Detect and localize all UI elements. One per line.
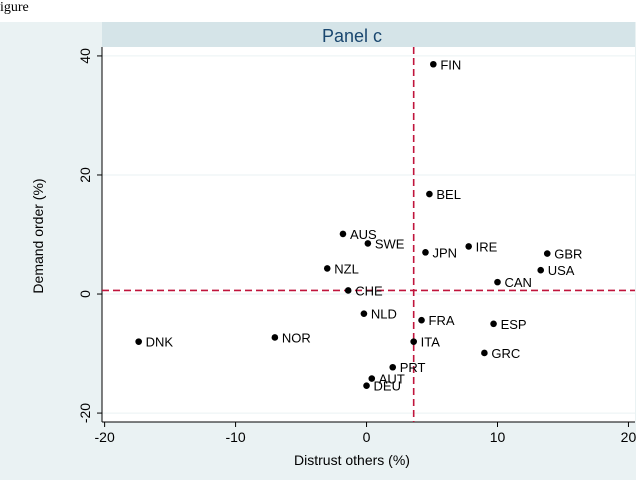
point-label-ire: IRE — [476, 239, 498, 254]
point-label-swe: SWE — [375, 236, 405, 251]
point-label-gbr: GBR — [554, 247, 582, 262]
data-point-deu — [363, 382, 370, 389]
point-label-nld: NLD — [371, 307, 397, 322]
data-point-nzl — [323, 265, 331, 272]
x-tick-label: 10 — [490, 429, 506, 445]
plot-area — [102, 47, 635, 422]
point-label-fin: FIN — [440, 57, 461, 72]
point-label-aus: AUS — [350, 227, 377, 242]
point-label-deu: DEU — [374, 379, 401, 394]
x-tick-label: -20 — [95, 429, 115, 445]
y-tick-label: 0 — [77, 290, 93, 298]
y-tick-label: 20 — [77, 167, 93, 183]
reference-lines — [102, 47, 635, 422]
point-label-nor: NOR — [282, 330, 311, 345]
data-point-che — [344, 287, 352, 294]
point-label-can: CAN — [504, 275, 531, 290]
point-label-bel: BEL — [436, 187, 461, 202]
y-tick-label: 40 — [77, 48, 93, 64]
point-label-dnk: DNK — [146, 335, 174, 350]
chart-title: Panel c — [322, 26, 382, 46]
x-tick-label: 0 — [363, 429, 371, 445]
point-label-aut: AUT — [379, 372, 405, 387]
y-axis-label: Demand order (%) — [30, 178, 46, 293]
data-point-jpn — [422, 249, 429, 256]
data-point-swe — [364, 240, 372, 247]
data-point-fra — [418, 316, 425, 324]
data-point-ire — [465, 243, 472, 250]
data-point-usa — [537, 266, 545, 274]
title-bar — [102, 22, 635, 47]
point-label-nzl: NZL — [334, 261, 359, 276]
point-label-fra: FRA — [429, 313, 455, 328]
point-label-prt: PRT — [400, 360, 426, 375]
point-label-esp: ESP — [501, 317, 527, 332]
data-point-aut — [368, 375, 376, 382]
x-axis-label: Distrust others (%) — [294, 452, 410, 468]
data-point-dnk — [135, 338, 142, 345]
data-point-ita — [410, 338, 417, 345]
header-fragment: igure — [0, 0, 29, 15]
data-point-can — [494, 278, 501, 286]
grid-layer — [102, 55, 635, 414]
data-point-fin — [430, 60, 437, 68]
data-point-esp — [490, 320, 497, 328]
data-point-nor — [271, 334, 279, 341]
point-label-usa: USA — [548, 263, 575, 278]
axis-layer: -20 0 20 40 -20 -10 0 10 20 — [77, 47, 636, 445]
data-point-prt — [389, 363, 397, 371]
data-point-nld — [360, 310, 368, 317]
y-tick-label: -20 — [77, 403, 93, 423]
point-label-grc: GRC — [491, 346, 520, 361]
point-label-ita: ITA — [421, 335, 441, 350]
point-label-che: CHE — [355, 283, 383, 298]
data-point-bel — [426, 190, 433, 198]
data-point-gbr — [543, 250, 551, 257]
data-point-grc — [481, 349, 488, 357]
x-tick-label: 20 — [621, 429, 636, 445]
x-tick-label: -10 — [225, 429, 245, 445]
point-label-jpn: JPN — [432, 245, 457, 260]
data-point-aus — [339, 230, 347, 238]
